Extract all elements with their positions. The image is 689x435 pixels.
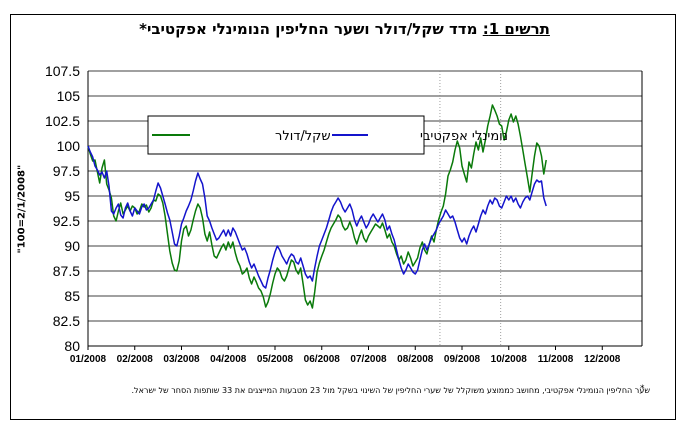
x-tick-label: 04/2008 — [210, 354, 247, 365]
x-tick-label: 03/2008 — [163, 354, 200, 365]
chart-title: תרשים 1: מדד שקל/דולר ושער החליפין הנומי… — [0, 20, 689, 38]
y-tick-label: 90 — [64, 238, 80, 254]
y-tick-label: 82.5 — [53, 313, 80, 329]
series-line-nominal-effective — [87, 145, 547, 289]
x-tick-label: 10/2008 — [491, 354, 528, 365]
y-tick-label: 97.5 — [53, 163, 80, 179]
x-tick-label: 09/2008 — [444, 354, 481, 365]
y-tick-label: 92.5 — [53, 213, 80, 229]
x-tick-label: 07/2008 — [350, 354, 387, 365]
x-tick-label: 02/2008 — [117, 354, 154, 365]
y-tick-label: 107.5 — [45, 63, 80, 79]
y-tick-label: 102.5 — [45, 113, 80, 129]
x-tick-label: 01/2008 — [70, 354, 107, 365]
legend-label: נומינלי אפקטיבי — [420, 129, 508, 144]
y-tick-label: 87.5 — [53, 263, 80, 279]
plot-area — [88, 71, 642, 346]
chart-title-main: מדד שקל/דולר ושער החליפין הנומינלי אפקטי… — [139, 20, 478, 38]
chart-title-prefix: תרשים 1: — [482, 20, 550, 38]
x-tick-label: 08/2008 — [397, 354, 434, 365]
y-tick-label: 80 — [64, 338, 80, 354]
x-tick-label: 12/2008 — [584, 354, 621, 365]
series-line-shekel-dollar — [87, 104, 547, 309]
y-tick-label: 100 — [57, 138, 81, 154]
x-tick-label: 05/2008 — [257, 354, 294, 365]
x-tick-label: 06/2008 — [304, 354, 341, 365]
y-tick-label: 95 — [64, 188, 80, 204]
y-tick-label: 85 — [64, 288, 80, 304]
footnote: שער החליפין הנומינלי אפקטיבי, מחושב כממו… — [131, 386, 650, 395]
x-tick-label: 11/2008 — [538, 354, 574, 365]
footnote-star: * — [640, 384, 645, 394]
y-tick-label: 105 — [57, 88, 81, 104]
legend-label: שקל/דולר — [275, 129, 331, 144]
legend-box — [147, 115, 425, 155]
